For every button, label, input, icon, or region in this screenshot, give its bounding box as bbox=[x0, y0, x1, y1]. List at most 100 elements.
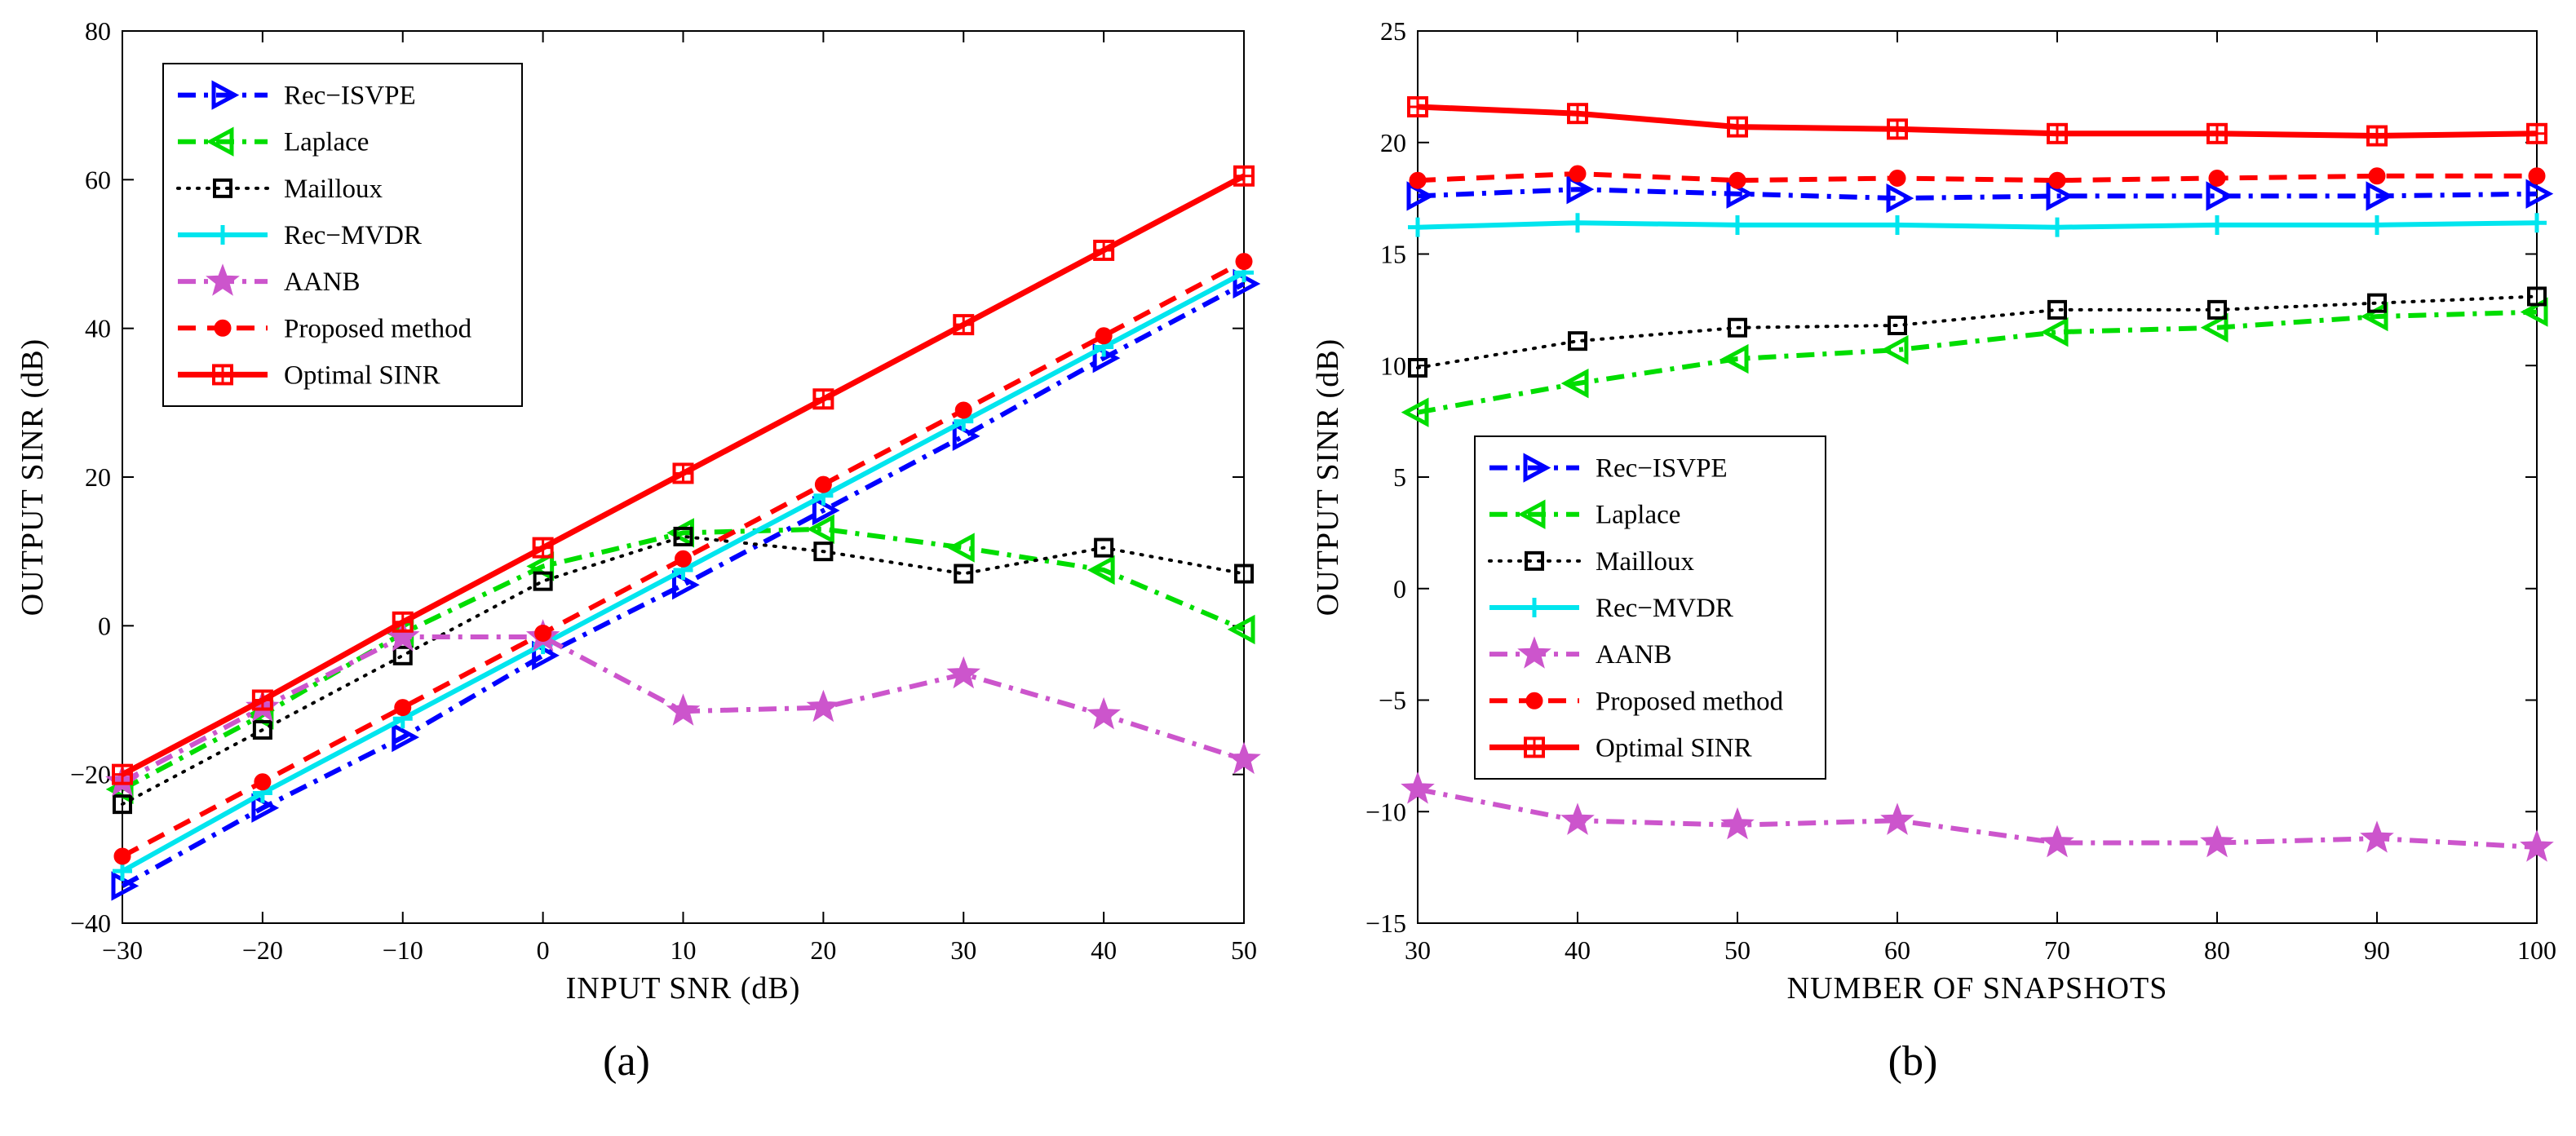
data-point bbox=[1888, 214, 1907, 235]
y-tick-label: −15 bbox=[1365, 908, 1406, 938]
data-point bbox=[1408, 357, 1427, 378]
series-aanb bbox=[1401, 771, 2554, 862]
data-point bbox=[1880, 334, 1909, 365]
data-point bbox=[2040, 824, 2074, 858]
data-point bbox=[1401, 397, 1429, 427]
legend-entry-optimal-sinr: Optimal SINR bbox=[178, 360, 440, 390]
legend-label: Laplace bbox=[284, 128, 369, 157]
legend-marker bbox=[213, 178, 232, 198]
data-point bbox=[251, 689, 273, 711]
data-point bbox=[2368, 167, 2386, 185]
x-tick-label: 50 bbox=[1724, 935, 1751, 965]
series-mailloux bbox=[113, 526, 1254, 815]
legend-entry-rec-isvpe: Rec−ISVPE bbox=[178, 80, 416, 111]
data-point bbox=[2360, 820, 2394, 853]
legend-marker bbox=[1525, 550, 1544, 571]
x-tick-label: 20 bbox=[810, 935, 836, 965]
legend-marker bbox=[214, 319, 232, 337]
x-tick-label: 80 bbox=[2204, 935, 2230, 965]
legend: Rec−ISVPE Laplace Mailloux Rec−MVDR AANB Prop… bbox=[162, 63, 523, 407]
series-mailloux bbox=[1408, 286, 2547, 378]
x-tick-label: 0 bbox=[537, 935, 550, 965]
x-tick-label: 10 bbox=[671, 935, 697, 965]
chart-caption: (a) bbox=[603, 1038, 650, 1085]
legend-label: Optimal SINR bbox=[284, 360, 440, 390]
data-point bbox=[2526, 122, 2547, 144]
data-point bbox=[666, 693, 701, 726]
y-tick-label: 25 bbox=[1380, 16, 1406, 46]
legend-label: Mailloux bbox=[284, 175, 383, 204]
series-proposed-method bbox=[113, 253, 1253, 865]
data-point bbox=[807, 514, 834, 545]
data-point bbox=[1233, 165, 1255, 187]
legend-label: AANB bbox=[1596, 640, 1672, 670]
legend: Rec−ISVPE Laplace Mailloux Rec−MVDR AANB Prop… bbox=[1474, 435, 1826, 780]
legend-entry-rec-isvpe: Rec−ISVPE bbox=[1489, 453, 1728, 484]
x-axis-label: INPUT SNR (dB) bbox=[566, 971, 801, 1006]
data-point bbox=[1568, 331, 1587, 351]
data-point bbox=[2047, 217, 2067, 237]
series-line-aanb bbox=[1417, 786, 2538, 850]
legend-marker bbox=[1524, 736, 1545, 758]
data-point bbox=[2207, 299, 2227, 320]
data-point bbox=[2528, 167, 2546, 185]
legend-entry-rec-mvdr: Rec−MVDR bbox=[178, 221, 422, 250]
data-point bbox=[392, 645, 413, 665]
data-point bbox=[1227, 614, 1255, 645]
data-point bbox=[2520, 829, 2554, 862]
y-tick-label: −20 bbox=[70, 760, 111, 789]
data-point bbox=[2208, 170, 2226, 188]
data-point bbox=[954, 564, 974, 584]
data-point bbox=[946, 656, 980, 689]
series-line-laplace bbox=[121, 526, 1246, 792]
data-point bbox=[1880, 802, 1914, 835]
legend-entry-laplace: Laplace bbox=[178, 126, 369, 157]
data-point bbox=[1886, 183, 1914, 214]
data-point bbox=[1728, 171, 1746, 189]
series-rec-mvdr bbox=[1408, 213, 2547, 237]
chart-b: 30 40 50 60 70 80 90 100 −15 −10 −5 0 5 10 15 20 25 NUMBE… bbox=[1311, 16, 2556, 1085]
legend-label: Laplace bbox=[1596, 501, 1680, 530]
series-line-mailloux bbox=[1416, 294, 2538, 369]
data-point bbox=[2527, 286, 2547, 307]
data-point bbox=[112, 763, 133, 785]
x-tick-label: −10 bbox=[383, 935, 423, 965]
data-point bbox=[1560, 802, 1595, 835]
data-point bbox=[1234, 564, 1254, 584]
data-point bbox=[1406, 181, 1435, 211]
x-tick-label: 70 bbox=[2044, 935, 2070, 965]
data-point bbox=[2367, 214, 2387, 235]
data-point bbox=[392, 722, 420, 753]
data-point bbox=[1227, 741, 1261, 775]
legend-entry-aanb: AANB bbox=[1489, 636, 1672, 670]
data-point bbox=[814, 475, 832, 493]
data-point bbox=[2047, 299, 2067, 320]
legend-entry-aanb: AANB bbox=[178, 263, 361, 297]
data-point bbox=[1094, 537, 1114, 558]
y-tick-label: 15 bbox=[1380, 240, 1406, 269]
x-tick-label: 60 bbox=[1884, 935, 1910, 965]
data-point bbox=[2040, 317, 2069, 347]
data-point bbox=[672, 462, 694, 484]
data-point bbox=[2367, 293, 2387, 313]
data-point bbox=[2046, 181, 2074, 211]
legend-marker bbox=[206, 263, 240, 296]
data-point bbox=[2206, 122, 2228, 144]
legend-entry-proposed-method: Proposed method bbox=[178, 314, 472, 343]
data-point bbox=[1569, 165, 1587, 183]
y-tick-label: 0 bbox=[98, 611, 111, 640]
data-point bbox=[1566, 174, 1595, 205]
x-tick-label: 30 bbox=[950, 935, 976, 965]
x-axis-label: NUMBER OF SNAPSHOTS bbox=[1787, 971, 2168, 1006]
legend-marker bbox=[211, 80, 240, 110]
data-point bbox=[1560, 368, 1589, 399]
data-point bbox=[1401, 771, 1435, 804]
data-point bbox=[1408, 217, 1427, 237]
data-point bbox=[806, 689, 841, 723]
legend-label: Rec−ISVPE bbox=[284, 82, 416, 111]
legend-label: Optimal SINR bbox=[1596, 733, 1752, 762]
data-point bbox=[675, 550, 692, 568]
legend-label: Rec−MVDR bbox=[1596, 594, 1733, 623]
series-line-proposed-method bbox=[1417, 171, 2537, 183]
data-point bbox=[1087, 555, 1115, 586]
